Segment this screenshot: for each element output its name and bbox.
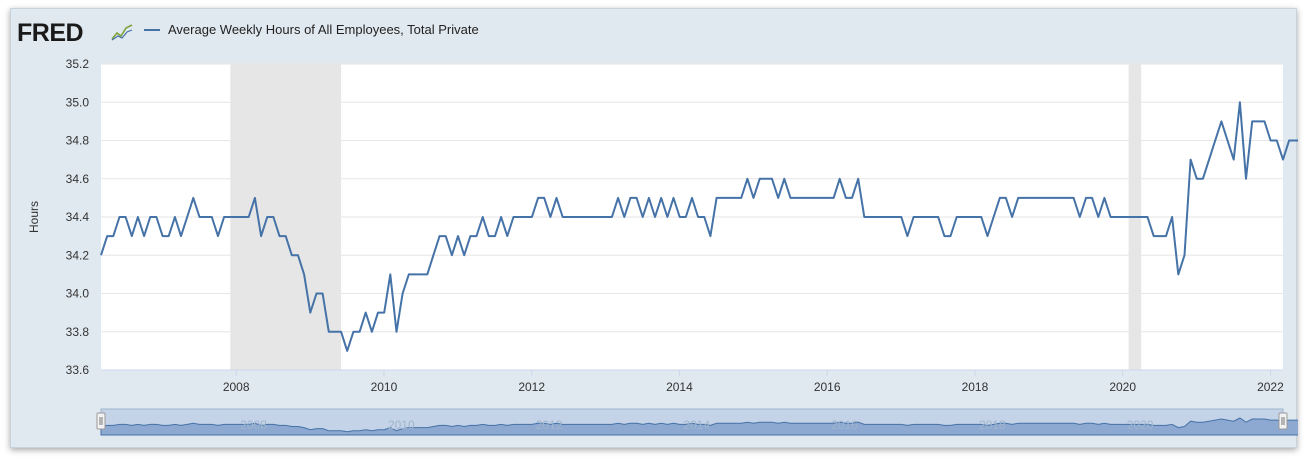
navigator-label: 2016: [831, 418, 858, 432]
y-axis-title: Hours: [27, 201, 41, 233]
x-tick-label: 2012: [518, 380, 545, 394]
x-tick-label: 2014: [666, 380, 693, 394]
y-tick-label: 35.2: [66, 57, 90, 71]
navigator-label: 2014: [683, 418, 710, 432]
x-tick-label: 2022: [1257, 380, 1284, 394]
x-tick-label: 2018: [962, 380, 989, 394]
y-tick-label: 34.2: [66, 248, 90, 262]
y-tick-label: 35.0: [66, 95, 90, 109]
brand-wordmark: FRED: [17, 19, 83, 47]
y-tick-label: 34.8: [66, 134, 90, 148]
navigator-handle-right[interactable]: [1278, 412, 1288, 430]
navigator-handle-left[interactable]: [96, 412, 106, 430]
brand-logo[interactable]: FRED: [17, 19, 133, 47]
gridlines: [101, 63, 1283, 371]
y-axis: 33.6 33.8 34.0 34.2 34.4 34.6 34.8 35.0 35.2: [66, 57, 90, 377]
y-tick-label: 34.0: [66, 287, 90, 301]
navigator-label: 2018: [979, 418, 1006, 432]
x-tick-label: 2016: [814, 380, 841, 394]
legend-entry: Average Weekly Hours of All Employees, T…: [168, 22, 479, 37]
navigator-label: 2010: [388, 418, 415, 432]
chart-svg: FRED Average Weekly Hours of All Employe…: [17, 19, 1298, 436]
x-tick-label: 2010: [371, 380, 398, 394]
x-tick-label: 2020: [1109, 380, 1136, 394]
y-tick-label: 34.6: [66, 172, 90, 186]
x-axis: 2008 2010 2012 2014 2016 2018 2020 2022: [101, 369, 1284, 394]
navigator-label: 2012: [536, 418, 563, 432]
navigator-series-area: [100, 417, 1298, 436]
navigator-labels: 2008 2010 2012 2014 2016 2018 2020: [240, 418, 1154, 432]
navigator-label: 2020: [1127, 418, 1154, 432]
y-tick-label: 34.4: [66, 210, 90, 224]
navigator-label: 2008: [240, 418, 267, 432]
series-line[interactable]: [100, 101, 1298, 352]
line-chart-icon: [111, 24, 133, 41]
x-tick-label: 2008: [223, 380, 250, 394]
y-tick-label: 33.8: [66, 325, 90, 339]
y-tick-label: 33.6: [66, 363, 90, 377]
navigator[interactable]: 2008 2010 2012 2014 2016 2018 2020: [96, 408, 1298, 436]
chart-frame: FRED Average Weekly Hours of All Employe…: [10, 8, 1298, 448]
legend[interactable]: Average Weekly Hours of All Employees, T…: [144, 22, 479, 37]
series-points: [100, 102, 1296, 351]
